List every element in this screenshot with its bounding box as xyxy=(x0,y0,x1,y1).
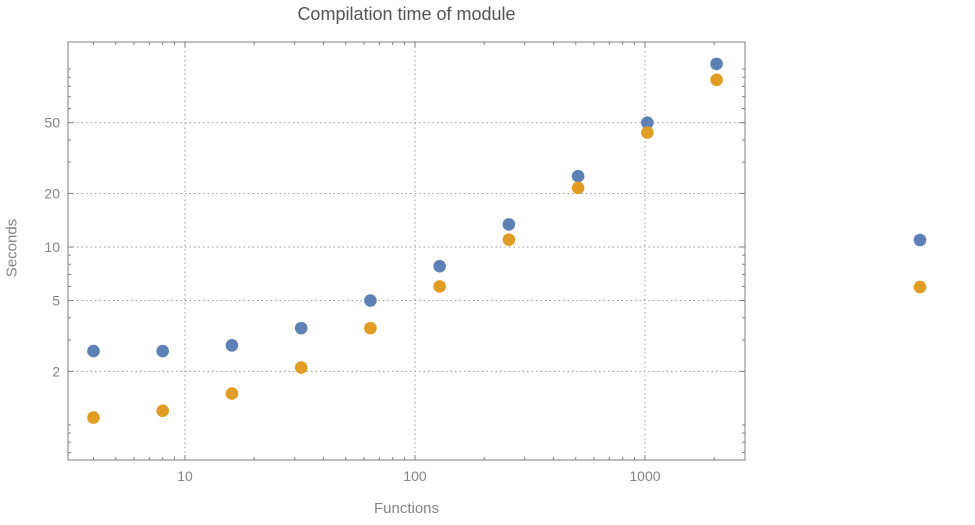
y-tick-label: 5 xyxy=(52,293,60,309)
data-point-series-orange xyxy=(156,404,169,418)
plot-frame xyxy=(67,41,746,461)
data-point-series-orange xyxy=(225,387,239,400)
data-point-series-blue xyxy=(156,344,169,358)
data-point-series-blue xyxy=(641,116,654,129)
data-point-series-orange xyxy=(502,233,516,246)
legend-marker xyxy=(913,280,927,294)
data-point-series-blue xyxy=(571,169,585,183)
legend-marker xyxy=(913,233,927,247)
data-point-series-blue xyxy=(710,57,723,71)
data-point-series-blue xyxy=(433,259,446,273)
y-tick-label: 20 xyxy=(44,185,60,201)
data-point-series-blue xyxy=(364,294,377,307)
y-tick-label: 2 xyxy=(52,363,60,379)
data-point-series-orange xyxy=(364,321,377,335)
data-point-series-blue xyxy=(294,321,308,335)
x-tick-label: 100 xyxy=(403,468,427,484)
data-point-series-orange xyxy=(710,73,723,87)
x-axis-label: Functions xyxy=(373,500,440,517)
data-point-series-blue xyxy=(502,218,516,231)
data-point-series-blue xyxy=(87,344,100,358)
data-point-series-orange xyxy=(294,361,308,374)
data-point-series-blue xyxy=(225,339,239,352)
data-point-series-orange xyxy=(571,181,585,195)
data-point-series-orange xyxy=(433,280,446,293)
y-axis-label: Seconds xyxy=(3,218,21,278)
data-point-series-orange xyxy=(87,411,100,424)
chart-title: Compilation time of module xyxy=(297,4,516,24)
x-tick-label: 1000 xyxy=(629,468,660,484)
x-tick-label: 10 xyxy=(177,468,193,484)
y-tick-label: 10 xyxy=(44,239,60,255)
y-tick-label: 50 xyxy=(44,115,60,131)
data-point-series-orange xyxy=(641,126,654,139)
